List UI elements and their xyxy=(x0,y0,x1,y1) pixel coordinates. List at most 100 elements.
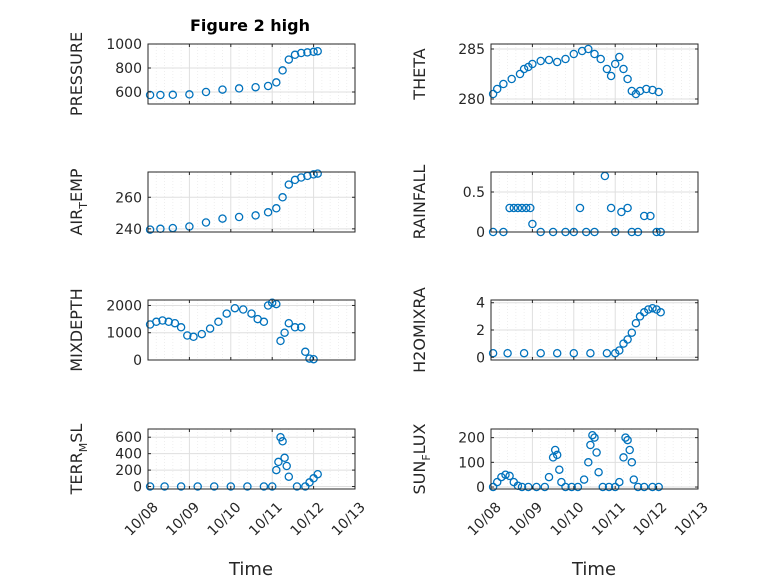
data-point xyxy=(284,318,294,328)
y-tick-label: 0 xyxy=(133,353,142,369)
data-point xyxy=(492,84,502,94)
data-point xyxy=(164,317,173,327)
data-point xyxy=(274,457,283,467)
data-point xyxy=(526,203,535,213)
y-axis-label: THETA xyxy=(410,48,429,100)
data-point xyxy=(292,482,302,491)
data-point xyxy=(627,458,637,467)
data-point xyxy=(519,348,529,358)
data-point xyxy=(185,90,194,99)
data-point xyxy=(561,54,570,64)
y-tick-label: 260 xyxy=(115,190,142,206)
y-tick-label: 200 xyxy=(115,463,142,479)
data-point xyxy=(209,482,219,491)
subplot-theta: 280 285 THETA xyxy=(410,42,699,108)
data-point xyxy=(276,432,285,442)
data-point xyxy=(610,482,620,492)
data-point xyxy=(247,309,256,318)
data-point xyxy=(521,203,531,213)
data-point xyxy=(517,482,527,492)
data-point xyxy=(303,48,312,57)
data-point xyxy=(575,203,585,213)
data-point xyxy=(193,482,202,491)
data-point xyxy=(619,64,628,74)
data-point xyxy=(552,57,562,67)
data-point xyxy=(602,64,612,74)
data-point xyxy=(615,346,624,355)
y-tick-label: 600 xyxy=(115,85,142,101)
data-point xyxy=(629,475,639,484)
data-point xyxy=(602,348,612,358)
y-tick-label: 600 xyxy=(115,430,142,446)
data-point xyxy=(623,203,632,213)
data-point xyxy=(145,225,155,234)
data-point xyxy=(301,347,310,357)
data-point xyxy=(569,348,579,358)
axes-box xyxy=(490,171,699,233)
data-point xyxy=(205,324,215,333)
y-tick-label: 240 xyxy=(115,222,142,238)
data-point xyxy=(183,331,192,340)
data-point xyxy=(610,59,620,69)
data-point xyxy=(579,475,589,484)
data-point xyxy=(515,69,525,79)
data-point xyxy=(226,482,236,491)
data-point xyxy=(278,66,287,75)
data-point xyxy=(259,482,269,491)
y-tick-label: 1000 xyxy=(106,37,142,53)
data-point xyxy=(272,204,281,213)
data-point xyxy=(201,87,211,97)
data-point xyxy=(594,467,603,477)
y-tick-label: 2 xyxy=(476,323,485,339)
data-point xyxy=(557,477,566,487)
plot-area xyxy=(148,429,355,489)
data-point xyxy=(505,203,514,213)
data-point xyxy=(573,482,583,492)
axes-box xyxy=(147,428,356,490)
data-point xyxy=(569,49,579,59)
y-axis-label: RAINFALL xyxy=(410,165,429,240)
data-point xyxy=(619,453,628,462)
data-point xyxy=(501,470,510,479)
y-tick-label: 0 xyxy=(476,225,485,241)
data-point xyxy=(627,328,637,337)
y-tick-label: 200 xyxy=(458,431,485,447)
data-point xyxy=(492,477,502,487)
data-point xyxy=(309,47,318,57)
data-point xyxy=(282,461,291,471)
data-point xyxy=(654,482,663,492)
data-point xyxy=(280,453,289,463)
y-tick-label: 2000 xyxy=(106,298,142,314)
y-tick-label: 400 xyxy=(115,447,142,463)
data-point xyxy=(540,482,550,492)
data-point xyxy=(296,48,306,58)
data-point xyxy=(284,472,294,481)
data-point xyxy=(544,55,554,65)
data-point xyxy=(606,71,616,81)
data-point xyxy=(588,430,597,440)
data-point xyxy=(243,482,252,491)
data-point xyxy=(272,78,281,87)
data-point xyxy=(598,482,608,492)
data-point xyxy=(160,482,169,491)
data-point xyxy=(590,433,599,442)
data-point xyxy=(230,303,240,313)
data-point xyxy=(497,472,506,482)
data-point xyxy=(584,458,593,467)
subplot-rainfall: 0 0.5 RAINFALL xyxy=(410,165,699,241)
data-point xyxy=(276,336,285,346)
data-point xyxy=(528,59,537,69)
data-point xyxy=(499,79,508,89)
data-point xyxy=(313,469,322,479)
data-point xyxy=(567,482,576,492)
data-point xyxy=(158,316,167,325)
data-point xyxy=(509,203,519,213)
data-point xyxy=(309,170,318,179)
data-point xyxy=(259,317,269,327)
data-point xyxy=(639,482,649,492)
data-point xyxy=(488,482,498,492)
data-point xyxy=(555,465,564,474)
data-point xyxy=(218,85,227,94)
data-point xyxy=(290,323,300,332)
y-tick-label: 1000 xyxy=(106,326,142,342)
